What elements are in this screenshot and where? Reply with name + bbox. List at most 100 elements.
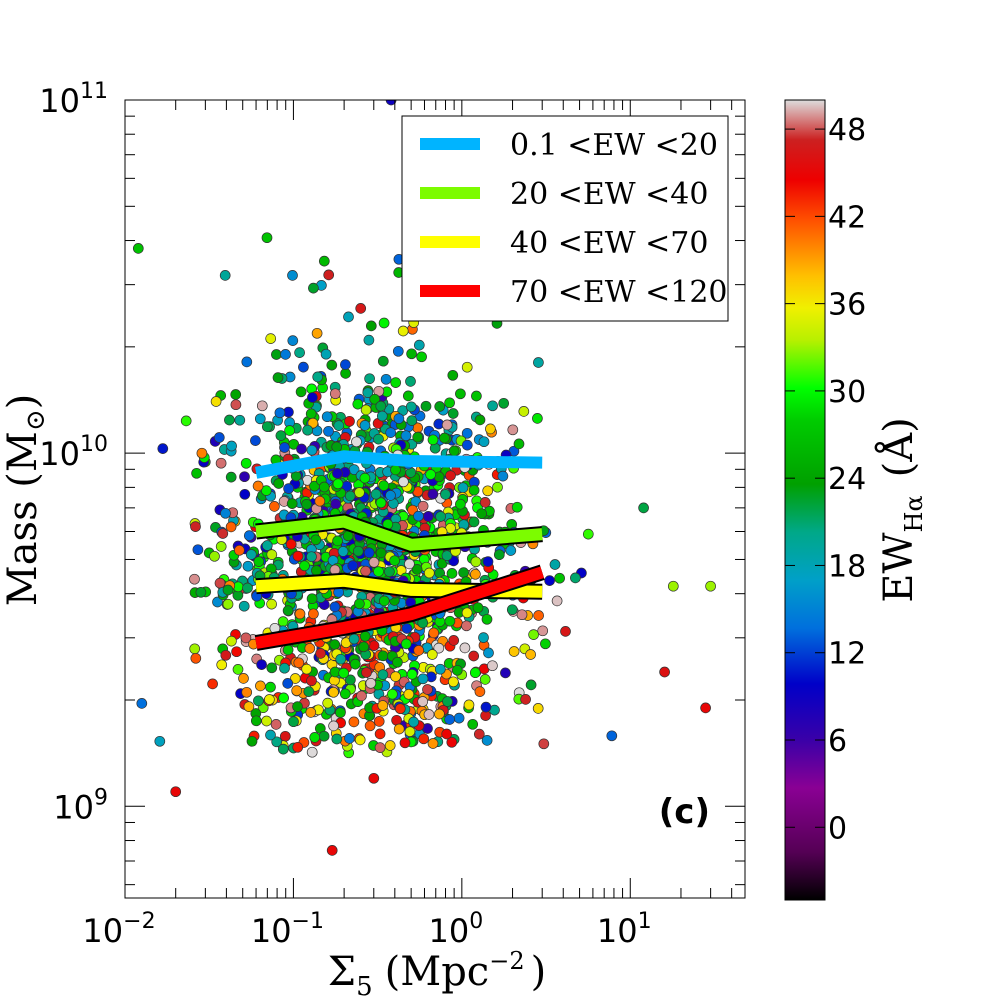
scatter-point xyxy=(261,421,273,432)
scatter-point xyxy=(405,401,417,413)
scatter-point xyxy=(451,664,463,676)
scatter-point xyxy=(239,488,251,500)
scatter-point xyxy=(441,419,453,431)
colorbar-tick-label: 42 xyxy=(828,200,866,235)
scatter-point xyxy=(309,732,321,743)
scatter-point xyxy=(305,707,317,718)
scatter-point xyxy=(264,694,275,705)
scatter-point xyxy=(250,435,261,446)
scatter-point xyxy=(307,417,319,429)
colorbar-tick-label: 24 xyxy=(828,462,866,497)
scatter-point xyxy=(461,620,472,632)
scatter-point xyxy=(307,392,318,403)
scatter-point xyxy=(361,667,372,678)
y-axis-label: Mass (M⊙) xyxy=(0,394,51,607)
scatter-point xyxy=(390,377,402,388)
scatter-point xyxy=(570,572,581,584)
scatter-point xyxy=(241,686,253,698)
scatter-point xyxy=(408,716,419,728)
scatter-point xyxy=(288,716,299,728)
scatter-point xyxy=(331,441,343,453)
scatter-point xyxy=(470,568,481,580)
scatter-point xyxy=(461,361,473,373)
scatter-point xyxy=(330,498,342,510)
scatter-point xyxy=(242,582,253,594)
scatter-point xyxy=(368,640,380,651)
scatter-point xyxy=(525,649,536,660)
scatter-point xyxy=(373,716,385,727)
scatter-point xyxy=(397,325,409,337)
scatter-point xyxy=(278,692,289,704)
scatter-point xyxy=(136,698,148,709)
legend: 0.1 <EW <20 20 <EW <40 40 <EW <70 70 <EW <1… xyxy=(401,115,729,322)
scatter-point xyxy=(485,423,496,435)
scatter-point xyxy=(533,357,544,368)
scatter-point xyxy=(356,690,367,702)
scatter-point xyxy=(434,708,445,720)
scatter-point xyxy=(250,715,262,727)
scatter-point xyxy=(478,632,489,643)
y-tick-label: 1011 xyxy=(39,79,108,120)
scatter-point xyxy=(293,657,305,669)
scatter-point xyxy=(287,270,298,281)
scatter-point xyxy=(306,746,318,758)
scatter-point xyxy=(373,566,384,577)
scatter-point xyxy=(234,544,245,556)
scatter-point xyxy=(190,521,201,532)
scatter-point xyxy=(294,608,306,620)
scatter-point xyxy=(375,497,387,509)
y-label-sun: ⊙ xyxy=(21,409,51,431)
scatter-point xyxy=(638,502,649,514)
scatter-point xyxy=(301,663,313,675)
scatter-point xyxy=(384,566,395,578)
scatter-point xyxy=(355,303,367,314)
scatter-point xyxy=(234,414,246,426)
trend-line-2 xyxy=(255,515,543,551)
scatter-point xyxy=(335,707,346,718)
scatter-point xyxy=(376,410,388,422)
scatter-point xyxy=(240,457,252,469)
scatter-point xyxy=(207,678,218,690)
scatter-point xyxy=(433,642,445,654)
scatter-point xyxy=(344,733,355,744)
scatter-point xyxy=(441,728,453,740)
scatter-point xyxy=(226,440,237,452)
scatter-point xyxy=(266,598,277,610)
scatter-point xyxy=(363,547,375,559)
scatter-point xyxy=(273,478,285,489)
scatter-point xyxy=(308,282,319,294)
trend-line-1 xyxy=(254,450,543,479)
scatter-point xyxy=(468,484,480,496)
scatter-point xyxy=(441,550,453,561)
scatter-point xyxy=(306,593,318,605)
scatter-point xyxy=(411,564,423,575)
scatter-point xyxy=(192,544,204,556)
scatter-point xyxy=(345,674,356,686)
scatter-point xyxy=(337,546,349,557)
scatter-point xyxy=(377,669,389,680)
scatter-point xyxy=(352,545,364,557)
scatter-point xyxy=(422,511,434,522)
scatter-point xyxy=(468,516,480,528)
scatter-point xyxy=(402,390,414,402)
scatter-point xyxy=(459,642,471,654)
scatter-points xyxy=(132,100,716,856)
scatter-point xyxy=(295,386,307,398)
scatter-point xyxy=(406,415,418,426)
scatter-point xyxy=(385,490,396,501)
scatter-point xyxy=(481,613,493,625)
scatter-point xyxy=(230,389,242,400)
scatter-point xyxy=(285,538,297,550)
scatter-point xyxy=(215,541,227,552)
scatter-point xyxy=(368,556,380,568)
scatter-point xyxy=(329,639,341,650)
scatter-point xyxy=(393,723,405,735)
scatter-point xyxy=(482,556,494,567)
x-tick-label: 100 xyxy=(428,909,483,950)
scatter-point xyxy=(321,411,333,423)
scatter-point xyxy=(246,735,258,747)
scatter-point xyxy=(369,393,381,405)
scatter-point xyxy=(315,648,326,659)
scatter-point xyxy=(538,738,550,750)
